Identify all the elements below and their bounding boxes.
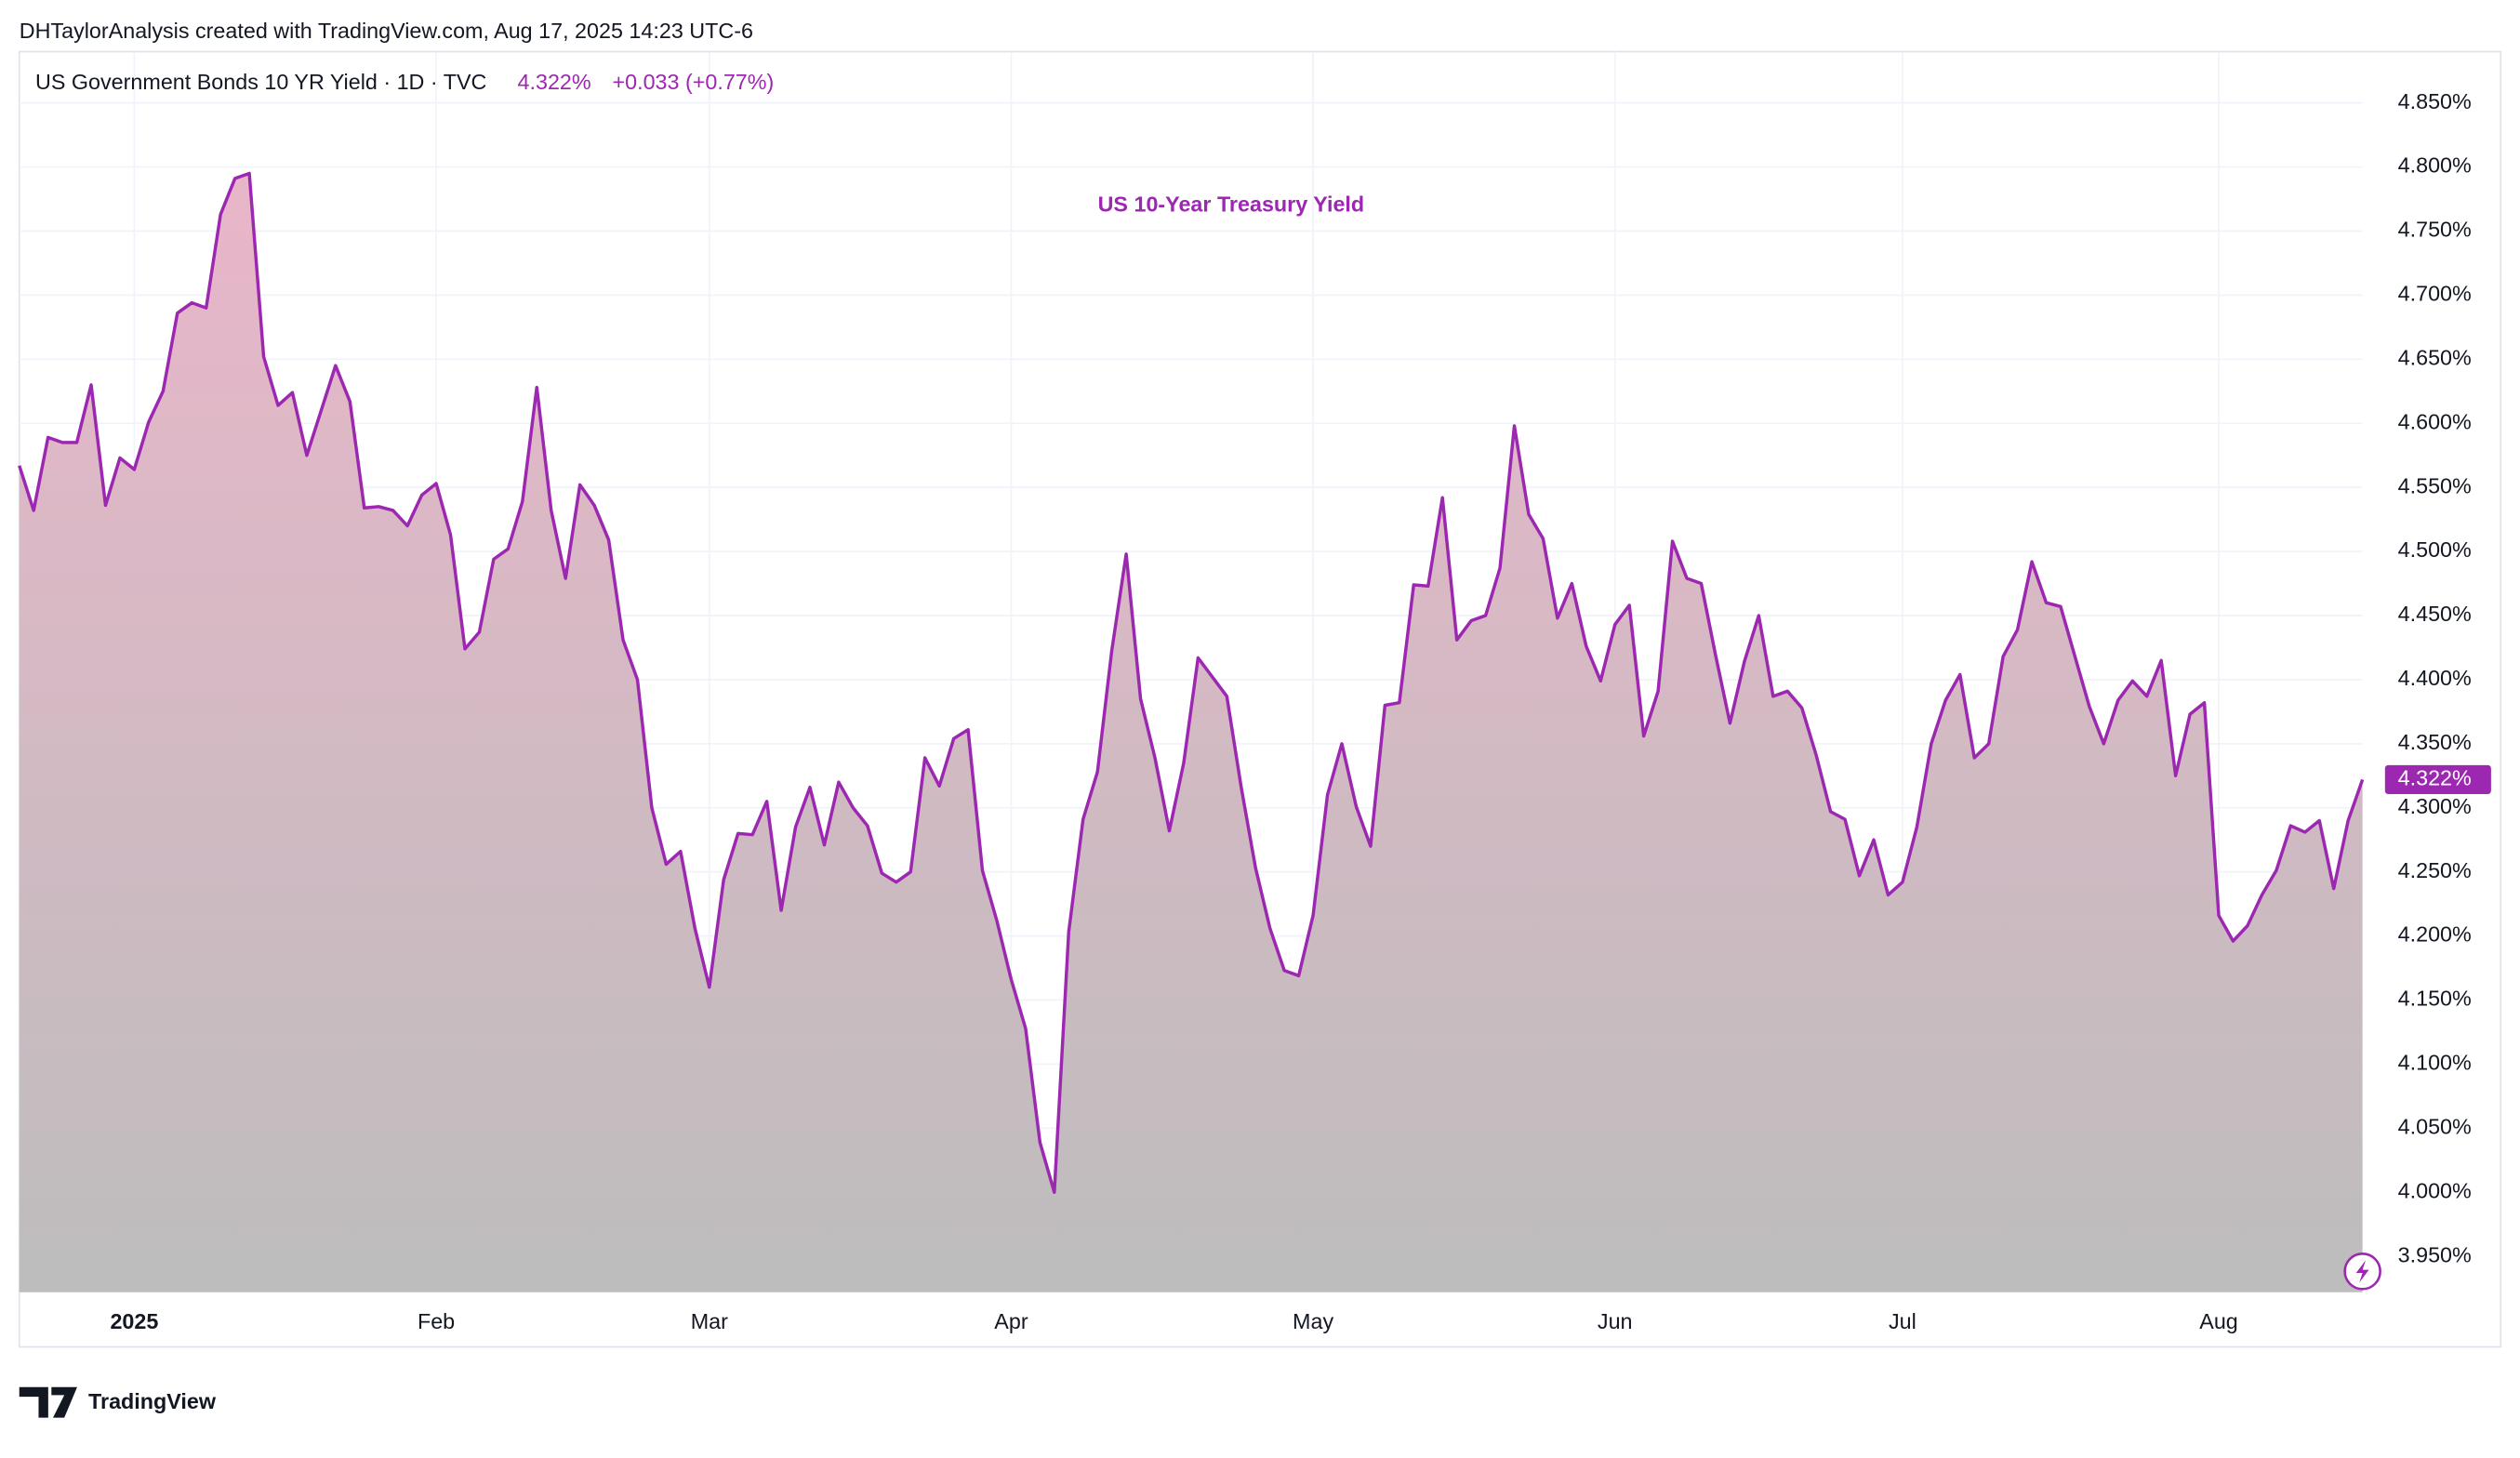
x-tick-label: Mar: [691, 1309, 728, 1333]
y-tick-label: 4.850%: [2398, 89, 2472, 113]
legend-symbol: US Government Bonds 10 YR Yield · 1D · T…: [35, 70, 486, 94]
price-line: [18, 171, 2365, 1194]
y-tick-label: 4.350%: [2398, 730, 2472, 754]
tradingview-logo[interactable]: [19, 1386, 77, 1418]
x-tick-label: Jun: [1598, 1309, 1633, 1333]
y-tick-label: 3.950%: [2398, 1242, 2472, 1266]
last-price-label: 4.322%: [2398, 766, 2472, 790]
y-tick-label: 4.550%: [2398, 473, 2472, 497]
x-tick-label: Feb: [418, 1309, 455, 1333]
y-tick-label: 4.000%: [2398, 1178, 2472, 1202]
y-tick-label: 4.650%: [2398, 345, 2472, 369]
x-tick-label: Jul: [1889, 1309, 1917, 1333]
header: DHTaylorAnalysis created with TradingVie…: [20, 19, 753, 43]
y-tick-label: 4.150%: [2398, 987, 2472, 1011]
y-tick-label: 4.800%: [2398, 153, 2472, 178]
x-tick-label: Aug: [2199, 1309, 2238, 1333]
footer-brand: TradingView: [88, 1389, 217, 1413]
lightning-icon[interactable]: [2343, 1252, 2381, 1291]
y-tick-label: 4.700%: [2398, 282, 2472, 306]
x-tick-label: 2025: [110, 1309, 158, 1333]
x-tick-label: May: [1293, 1309, 1333, 1333]
y-tick-label: 4.300%: [2398, 794, 2472, 818]
y-tick-label: 4.600%: [2398, 409, 2472, 433]
y-tick-label: 4.750%: [2398, 218, 2472, 242]
y-tick-label: 4.050%: [2398, 1115, 2472, 1139]
legend-change: +0.033 (+0.77%): [612, 70, 774, 94]
y-tick-label: 4.400%: [2398, 666, 2472, 690]
y-tick-label: 4.450%: [2398, 602, 2472, 626]
legend-price: 4.322%: [518, 70, 591, 94]
y-tick-label: 4.250%: [2398, 858, 2472, 882]
last-price-tag: [2384, 764, 2491, 794]
chart-title: US 10-Year Treasury Yield: [1098, 192, 1365, 217]
y-tick-label: 4.500%: [2398, 537, 2472, 562]
area-fill: [19, 173, 2363, 1292]
y-tick-label: 4.200%: [2398, 922, 2472, 947]
x-tick-label: Apr: [994, 1309, 1028, 1333]
y-tick-label: 4.100%: [2398, 1051, 2472, 1075]
